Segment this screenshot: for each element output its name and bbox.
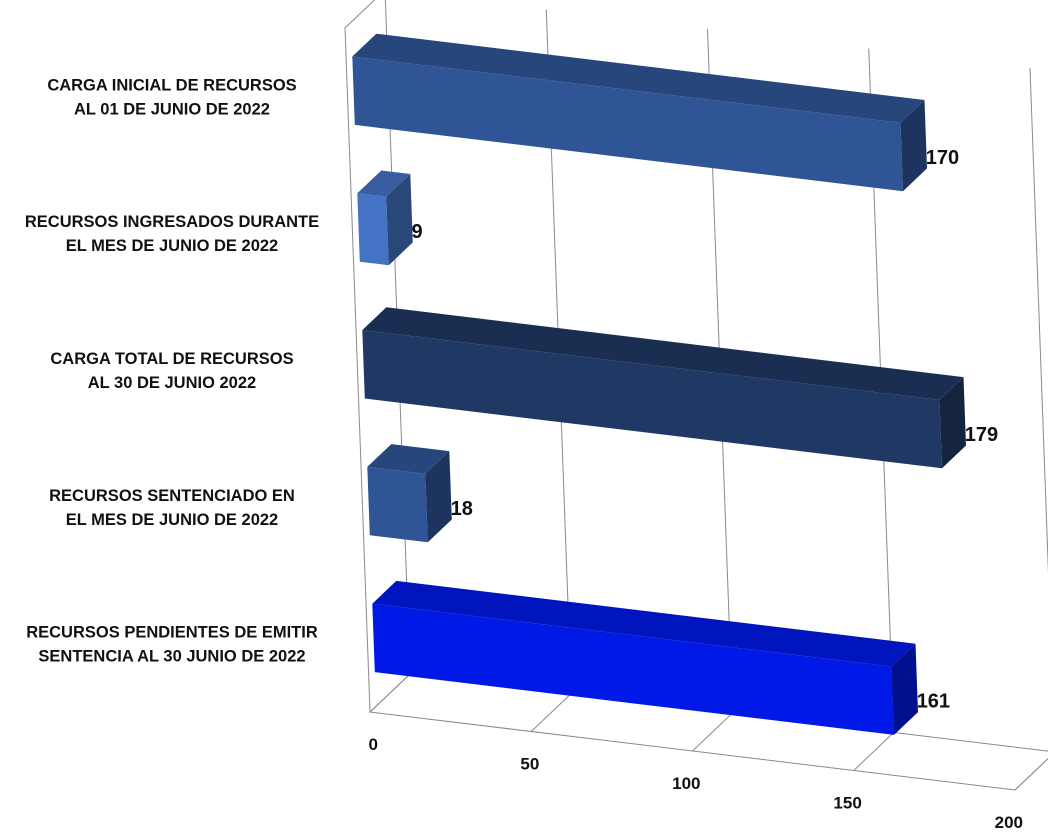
- floor-line-100: [692, 712, 733, 752]
- bar-1: [352, 33, 927, 192]
- bar-4-end: [425, 451, 452, 543]
- x-tick-150: 150: [833, 794, 861, 813]
- bar-4-top: [367, 444, 450, 474]
- floor-line-150: [853, 732, 895, 771]
- category-label-5-line-2: SENTENCIA AL 30 JUNIO DE 2022: [38, 648, 305, 666]
- bar-5-top: [372, 580, 916, 667]
- category-label-5-line-1: RECURSOS PENDIENTES DE EMITIR: [26, 624, 318, 642]
- bar-1-end: [900, 100, 927, 192]
- category-label-2-line-1: RECURSOS INGRESADOS DURANTE: [25, 213, 319, 231]
- data-label-3: 179: [965, 424, 998, 446]
- bar-4: [367, 444, 452, 543]
- x-tick-0: 0: [369, 735, 378, 754]
- category-label-1-line-2: AL 01 DE JUNIO DE 2022: [74, 100, 270, 118]
- floor-line-200: [1014, 757, 1048, 791]
- bar-3-front: [362, 330, 942, 469]
- category-label-4-line-1: RECURSOS SENTENCIADO EN: [49, 487, 295, 505]
- floor-line-50: [530, 693, 572, 732]
- x-tick-100: 100: [672, 774, 700, 793]
- bar-1-front: [352, 56, 903, 192]
- gridline-200: [1029, 67, 1048, 575]
- bar-1-top: [352, 33, 925, 123]
- bar-5-front: [372, 603, 894, 735]
- category-labels: CARGA INICIAL DE RECURSOS AL 01 DE JUNIO …: [25, 76, 319, 665]
- bar-2-front: [357, 193, 389, 266]
- floor: [368, 673, 1048, 791]
- bar-2-end: [386, 174, 413, 266]
- data-label-5: 161: [917, 691, 950, 713]
- bar-5-end: [891, 643, 918, 735]
- category-label-1-line-1: CARGA INICIAL DE RECURSOS: [47, 76, 296, 94]
- data-label-1: 170: [926, 147, 959, 169]
- category-label-2-line-2: EL MES DE JUNIO DE 2022: [66, 237, 278, 255]
- bar-3: [362, 307, 966, 469]
- x-axis-tick-labels: 0 50 100 150 200: [369, 735, 1023, 832]
- bar-3-end: [939, 377, 966, 469]
- category-label-4-line-2: EL MES DE JUNIO DE 2022: [66, 511, 278, 529]
- data-label-4: 18: [451, 498, 473, 520]
- bar-2-top: [357, 170, 411, 197]
- category-label-3-line-1: CARGA TOTAL DE RECURSOS: [50, 350, 293, 368]
- data-label-2: 9: [412, 221, 423, 243]
- chart-walls: [344, 0, 1048, 791]
- category-label-3-line-2: AL 30 DE JUNIO 2022: [88, 374, 256, 392]
- chart-bars: [352, 33, 966, 735]
- x-tick-200: 200: [995, 813, 1023, 832]
- bar-3-top: [362, 307, 964, 400]
- data-labels: 170 9 179 18 161: [412, 147, 999, 713]
- bar-5: [372, 580, 918, 735]
- bar-4-front: [367, 466, 428, 543]
- x-tick-50: 50: [520, 755, 539, 774]
- bar-2: [357, 170, 413, 266]
